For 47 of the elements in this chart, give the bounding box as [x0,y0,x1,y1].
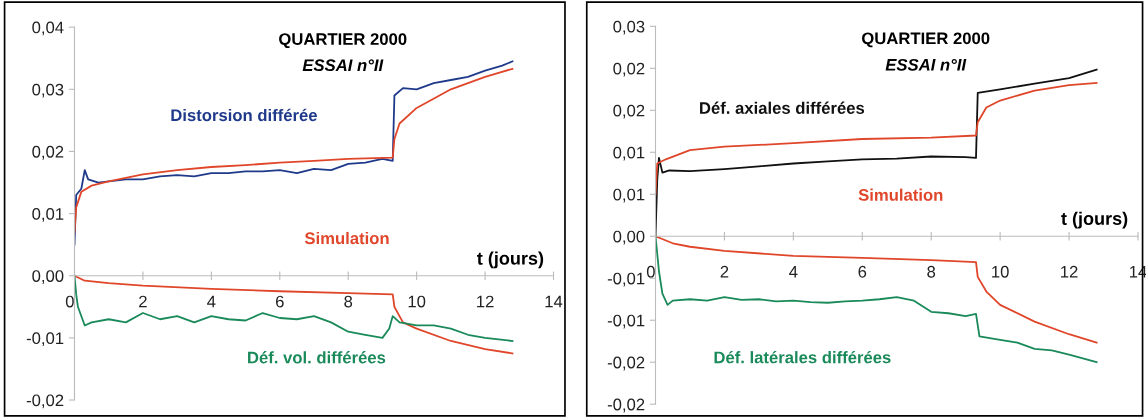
y-tick-label: -0,02 [26,394,64,409]
x-tick-label: 6 [858,265,867,278]
y-tick-label: 0,03 [32,83,64,98]
line-series [655,235,1098,364]
line-series [655,235,1098,344]
x-tick-label: 14 [545,295,563,308]
x-tick-label: 4 [207,295,216,308]
y-tick-label: 0,01 [32,208,64,222]
y-tick-label: -0,01 [607,314,645,329]
y-tick-label: 0,01 [613,146,645,161]
text: ESSAI n°II [302,59,384,72]
y-tick-label: 0,04 [32,21,64,36]
x-tick-label: 8 [927,265,936,278]
chart-title: QUARTIER 2000 [279,33,407,49]
x-tick-label: 12 [477,295,494,308]
y-tick-label: 0,02 [613,62,645,77]
x-axis-title: t (jours) [477,251,544,269]
x-tick-label: 8 [344,295,353,308]
y-tick-label: -0,02 [607,398,645,413]
text: Distorsion différée [171,108,317,122]
y-tick-label: 0,02 [32,145,64,160]
x-tick-label: 10 [992,265,1009,278]
y-tick-label: 0,00 [613,230,645,245]
y-tick-label: 0,03 [613,20,645,35]
x-tick-label: 10 [408,295,426,308]
text: Simulation [304,231,389,245]
x-tick-label: 0 [65,295,74,308]
y-tick-label: -0,02 [607,356,645,371]
y-tick-label: 0,01 [613,188,645,203]
x-tick-label: 12 [1061,265,1078,278]
text: Simulation [858,188,943,201]
y-tick-label: 0,02 [613,104,645,119]
text: Déf. axiales différées [700,101,865,114]
x-tick-label: 4 [789,266,798,278]
y-tick-label: -0,01 [26,332,64,347]
x-tick-label: 2 [720,265,729,278]
text: Déf. latérales différées [714,350,891,364]
y-tick-label: 0,00 [32,270,64,284]
line-series [74,274,514,342]
y-tick-label: -0,01 [607,272,645,287]
x-tick-label: 0 [646,265,655,278]
text: ESSAI n°II [885,58,967,71]
x-tick-label: 6 [276,295,284,308]
x-tick-label: 2 [139,295,147,308]
chart-title: QUARTIER 2000 [862,32,990,48]
series-label: Déf. vol. différées [248,351,386,364]
x-axis-title: t (jours) [1061,211,1128,229]
